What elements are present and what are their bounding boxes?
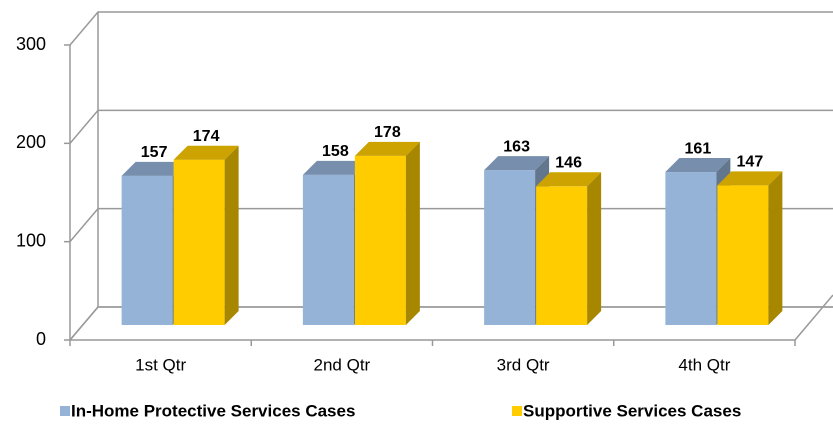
value-label: 178	[374, 124, 401, 141]
bar	[484, 170, 536, 325]
floor-right	[794, 294, 833, 341]
value-label: 157	[141, 144, 168, 161]
bar-top	[173, 145, 239, 160]
y-tick-label: 100	[16, 230, 46, 250]
y-tick-label: 300	[16, 34, 46, 54]
bar-top	[302, 160, 368, 175]
x-tick-label: 3rd Qtr	[497, 355, 550, 374]
bar	[302, 174, 354, 325]
bar-side	[587, 172, 602, 325]
legend-swatch	[60, 406, 70, 416]
value-label: 146	[555, 155, 582, 172]
grid-line	[69, 11, 833, 46]
bar-top	[665, 158, 731, 173]
bar-side	[768, 171, 783, 325]
value-label: 163	[503, 138, 530, 155]
bar	[665, 172, 717, 325]
bar	[536, 186, 588, 325]
y-tick-label: 0	[36, 329, 46, 349]
value-label: 161	[685, 140, 712, 157]
value-label: 158	[322, 143, 349, 160]
bar	[717, 185, 769, 325]
x-tick-label: 4th Qtr	[678, 355, 730, 374]
x-tick-label: 2nd Qtr	[314, 355, 371, 374]
legend-label: Supportive Services Cases	[523, 401, 741, 420]
y-tick-label: 200	[16, 132, 46, 152]
value-label: 174	[193, 128, 220, 145]
x-tick-label: 1st Qtr	[135, 355, 186, 374]
legend-label: In-Home Protective Services Cases	[71, 401, 355, 420]
bar-top	[536, 172, 602, 187]
legend-swatch	[512, 406, 522, 416]
bar-side	[405, 141, 420, 325]
bar-top	[354, 141, 420, 156]
bar-side	[224, 145, 239, 325]
bar	[173, 159, 225, 325]
bar-top	[484, 156, 550, 171]
bar-top	[717, 171, 783, 186]
bar-top	[121, 161, 187, 176]
value-label: 147	[737, 154, 764, 171]
grid-line	[69, 109, 833, 144]
bar	[354, 155, 406, 325]
bar	[121, 175, 173, 325]
